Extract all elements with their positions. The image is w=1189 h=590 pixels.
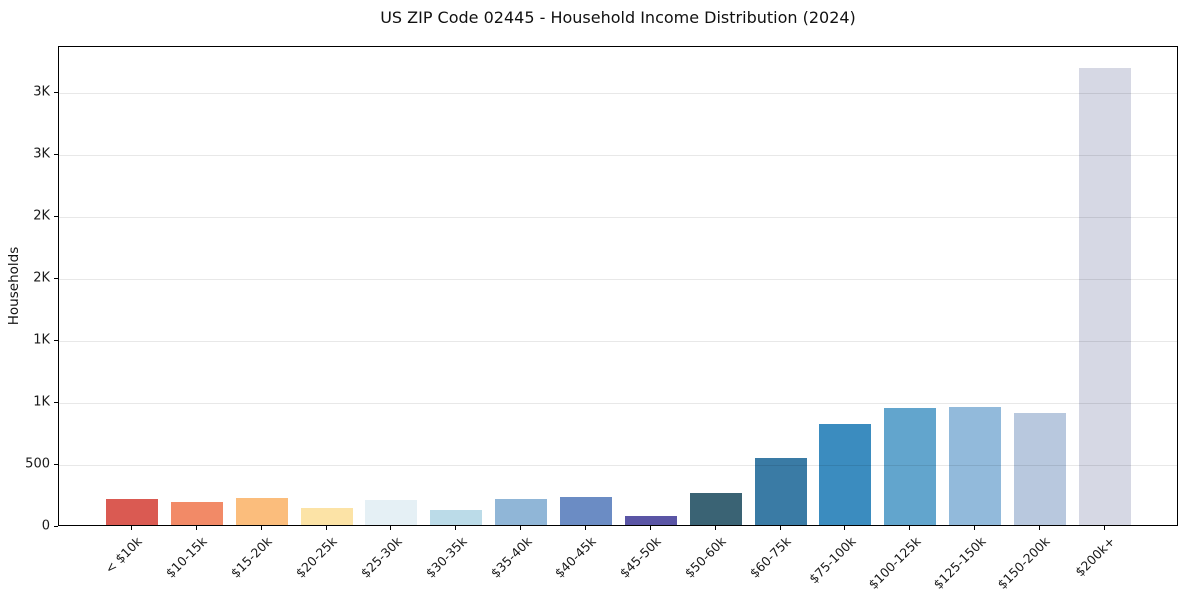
x-tick-mark — [909, 526, 911, 530]
bar — [170, 502, 223, 525]
y-tick-label: 500 — [25, 456, 50, 472]
x-tick-label: $200k+ — [1072, 533, 1118, 580]
x-tick-mark — [520, 526, 522, 530]
gridline — [59, 465, 1177, 466]
x-tick-label: $75-100k — [805, 533, 859, 587]
bar — [235, 497, 288, 525]
x-tick-mark — [779, 526, 781, 530]
bar — [1013, 412, 1066, 525]
x-tick-label: $30-35k — [422, 533, 470, 581]
x-tick-label: $20-25k — [292, 533, 340, 581]
y-tick-mark — [54, 92, 58, 94]
y-tick-mark — [54, 340, 58, 341]
bar — [689, 493, 742, 525]
bar — [949, 407, 1002, 525]
bar — [300, 507, 353, 525]
gridline — [59, 217, 1177, 219]
x-tick-label: $40-45k — [552, 533, 600, 581]
y-tick-mark — [54, 526, 58, 527]
bar — [559, 497, 612, 525]
y-axis-label: Households — [6, 246, 22, 326]
bar — [1078, 67, 1131, 525]
x-tick-mark — [1038, 526, 1040, 530]
x-tick-label: $10-15k — [163, 533, 211, 581]
x-tick-label: $100-125k — [865, 533, 924, 590]
x-tick-mark — [714, 526, 716, 530]
bar — [495, 499, 548, 525]
x-tick-mark — [584, 526, 586, 530]
x-tick-label: $45-50k — [616, 533, 665, 581]
x-tick-label: $15-20k — [227, 533, 275, 581]
chart-title: US ZIP Code 02445 - Household Income Dis… — [380, 8, 856, 27]
y-tick-label: 2K — [33, 208, 50, 224]
y-tick-label: 3K — [33, 84, 50, 100]
x-tick-mark — [455, 526, 457, 530]
gridline — [59, 279, 1177, 281]
bar — [884, 407, 937, 525]
bar — [106, 499, 158, 525]
x-tick-label: < $10k — [102, 533, 146, 577]
x-tick-label: $60-75k — [746, 533, 794, 581]
x-tick-mark — [131, 526, 132, 530]
gridline — [59, 93, 1177, 95]
y-tick-label: 1K — [33, 394, 50, 410]
x-tick-label: $35-40k — [487, 533, 535, 581]
x-tick-mark — [649, 526, 651, 530]
y-tick-label: 1K — [33, 332, 50, 348]
x-tick-mark — [260, 526, 262, 530]
y-tick-mark — [54, 402, 58, 403]
x-tick-label: $25-30k — [357, 533, 405, 581]
x-tick-mark — [844, 526, 846, 530]
y-tick-mark — [54, 278, 58, 280]
y-tick-label: 0 — [41, 518, 50, 534]
gridline — [59, 155, 1177, 157]
x-tick-mark — [1103, 526, 1105, 530]
y-tick-label: 3K — [33, 146, 50, 162]
x-tick-mark — [195, 526, 197, 530]
bar — [819, 424, 872, 525]
x-tick-mark — [974, 526, 975, 530]
x-tick-mark — [325, 526, 327, 530]
x-tick-label: $125-150k — [929, 533, 989, 590]
bar — [624, 516, 677, 525]
x-tick-label: $50-60k — [681, 533, 729, 581]
y-tick-mark — [54, 464, 58, 465]
gridline — [59, 341, 1177, 342]
bar — [365, 500, 418, 525]
x-tick-mark — [390, 526, 392, 530]
y-tick-mark — [54, 216, 58, 218]
plot-area — [58, 46, 1178, 526]
bar — [754, 458, 807, 525]
y-tick-mark — [54, 154, 58, 156]
gridline — [59, 403, 1177, 404]
y-tick-label: 2K — [33, 270, 50, 286]
x-tick-label: $150-200k — [994, 533, 1054, 590]
bar — [430, 509, 483, 525]
